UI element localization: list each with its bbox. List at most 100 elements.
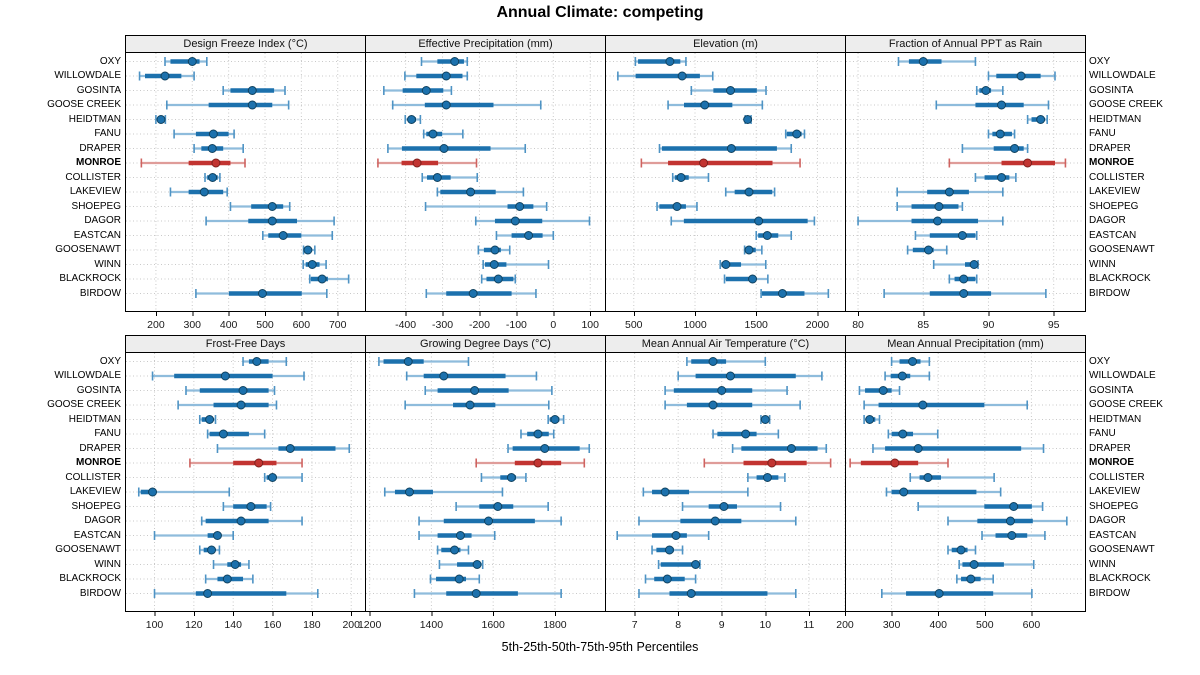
median-dot-lakeview xyxy=(944,187,954,197)
percentile-range-goosenawt xyxy=(477,245,511,255)
percentile-range-goose-creek xyxy=(177,400,278,410)
strip-effective-precipitation-mm: Effective Precipitation (mm) xyxy=(365,35,606,53)
percentile-range-winn xyxy=(438,560,484,569)
site-label-left-willowdale: WILLOWDALE xyxy=(54,70,121,81)
median-dot-draper xyxy=(439,144,449,153)
percentile-range-goose-creek xyxy=(166,100,290,110)
strip-fraction-of-annual-ppt-as-rain: Fraction of Annual PPT as Rain xyxy=(845,35,1086,53)
median-dot-eastcan xyxy=(671,531,681,540)
percentile-range-willowdale xyxy=(151,371,305,381)
percentile-range-eastcan xyxy=(755,231,793,240)
median-dot-winn xyxy=(691,560,701,569)
percentile-range-heidtman xyxy=(404,115,422,124)
percentile-range-draper xyxy=(731,444,828,453)
median-dot-collister xyxy=(506,473,516,482)
median-dot-lakeview xyxy=(466,187,476,197)
site-label-right-willowdale: WILLOWDALE xyxy=(1089,370,1156,381)
median-dot-heidtman xyxy=(407,115,417,124)
site-label-left-shoepeg: SHOEPEG xyxy=(71,200,121,212)
percentile-range-lakeview xyxy=(383,487,504,497)
percentile-range-lakeview xyxy=(436,187,525,197)
site-label-left-monroe: MONROE xyxy=(76,457,121,468)
percentile-range-goosenawt xyxy=(436,545,470,555)
median-dot-goose-creek xyxy=(465,400,475,410)
percentile-range-birdow xyxy=(153,589,319,598)
percentile-range-collister xyxy=(747,473,786,482)
median-dot-shoepeg xyxy=(1009,502,1019,511)
percentile-range-dagor xyxy=(857,216,1004,226)
median-dot-winn xyxy=(307,260,317,269)
site-label-right-heidtman: HEIDTMAN xyxy=(1089,413,1142,425)
x-tick-label: 400 xyxy=(220,319,238,331)
median-dot-gosinta xyxy=(247,86,257,95)
percentile-range-shoepeg xyxy=(917,502,1044,511)
percentile-range-monroe xyxy=(849,458,949,468)
site-label-right-collister: COLLISTER xyxy=(1089,471,1145,483)
median-dot-birdow xyxy=(959,289,969,298)
median-dot-fanu xyxy=(208,129,218,139)
x-tick-label: 85 xyxy=(917,319,929,331)
median-dot-willowdale xyxy=(1016,71,1026,81)
median-dot-fanu xyxy=(533,429,543,439)
site-label-right-dagor: DAGOR xyxy=(1089,215,1126,226)
median-dot-eastcan xyxy=(762,231,772,240)
median-dot-fanu xyxy=(218,429,228,439)
median-dot-willowdale xyxy=(160,71,170,81)
median-dot-goose-creek xyxy=(708,400,718,410)
percentile-range-goose-creek xyxy=(863,400,1029,410)
x-tick-label: 90 xyxy=(983,319,995,331)
percentile-range-fanu xyxy=(887,429,939,439)
median-dot-goosenawt xyxy=(490,245,500,255)
percentile-range-goosenawt xyxy=(198,545,221,555)
median-dot-collister xyxy=(997,173,1007,182)
median-dot-shoepeg xyxy=(246,502,256,511)
x-tick-label: 7 xyxy=(632,619,638,631)
site-label-right-goose-creek: GOOSE CREEK xyxy=(1089,99,1163,110)
median-dot-birdow xyxy=(777,289,787,298)
percentile-range-collister xyxy=(909,473,995,482)
percentile-range-birdow xyxy=(638,589,797,598)
median-dot-blackrock xyxy=(959,274,969,284)
site-label-right-oxy: OXY xyxy=(1089,55,1111,67)
site-label-right-shoepeg: SHOEPEG xyxy=(1089,500,1139,512)
strip-growing-degree-days-c: Growing Degree Days (°C) xyxy=(365,335,606,353)
panel-effective-precipitation-mm: -400 -300 -200 -100 0 100 xyxy=(365,52,606,331)
percentile-range-draper xyxy=(193,144,244,153)
site-label-left-willowdale: WILLOWDALE xyxy=(54,370,121,381)
percentile-range-gosinta xyxy=(975,86,1004,95)
x-tick-label: 300 xyxy=(184,319,202,331)
median-dot-shoepeg xyxy=(493,502,503,511)
median-dot-blackrock xyxy=(748,274,758,284)
median-dot-goosenawt xyxy=(923,245,933,255)
percentile-range-collister xyxy=(204,173,221,182)
site-label-left-dagor: DAGOR xyxy=(84,215,121,226)
median-dot-collister xyxy=(676,173,686,182)
median-dot-winn xyxy=(969,560,979,569)
percentile-range-blackrock xyxy=(308,274,350,284)
percentile-range-fanu xyxy=(422,129,464,139)
percentile-range-oxy xyxy=(164,57,208,66)
x-tick-label: 400 xyxy=(929,619,947,631)
median-dot-heidtman xyxy=(156,115,166,124)
site-label-right-lakeview: LAKEVIEW xyxy=(1089,186,1141,197)
median-dot-goosenawt xyxy=(303,245,313,255)
median-dot-goosenawt xyxy=(207,545,217,555)
median-dot-blackrock xyxy=(662,574,672,584)
x-tick-label: 500 xyxy=(256,319,274,331)
median-dot-heidtman xyxy=(743,115,753,124)
site-label-left-birdow: BIRDOW xyxy=(79,287,121,299)
median-dot-gosinta xyxy=(470,386,480,395)
percentile-range-goosenawt xyxy=(947,545,977,555)
percentile-range-gosinta xyxy=(690,86,767,95)
median-dot-lakeview xyxy=(899,487,909,497)
percentile-range-lakeview xyxy=(885,487,1002,497)
percentile-range-shoepeg xyxy=(229,202,291,211)
x-tick-label: 300 xyxy=(883,619,901,631)
site-label-left-eastcan: EASTCAN xyxy=(73,529,121,541)
percentile-range-blackrock xyxy=(948,274,978,284)
site-label-right-winn: WINN xyxy=(1089,258,1116,270)
x-tick-label: 11 xyxy=(803,619,814,631)
percentile-range-willowdale xyxy=(138,71,195,81)
panel-growing-degree-days-c: 1200 1400 1600 1800 xyxy=(358,352,606,631)
percentile-range-heidtman xyxy=(760,415,771,424)
